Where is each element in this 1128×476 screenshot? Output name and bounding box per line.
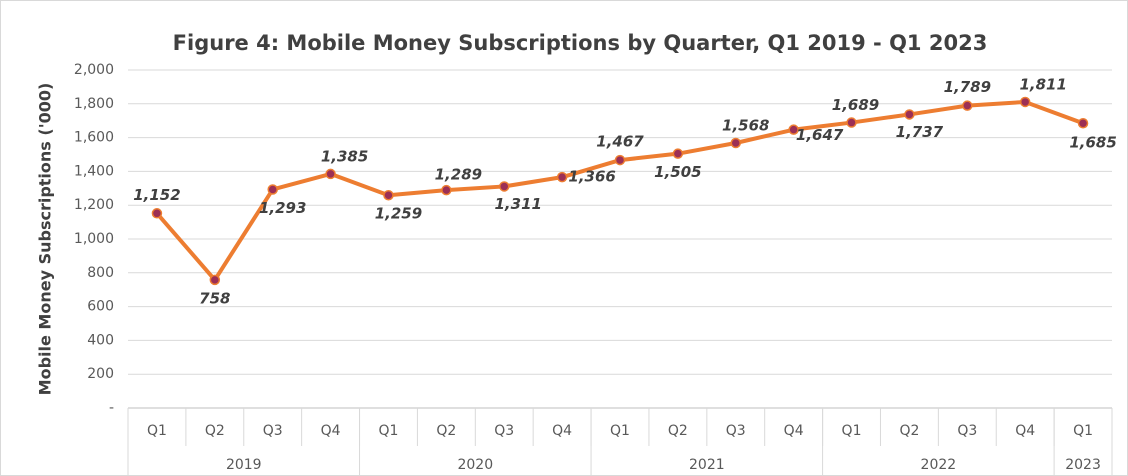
- marker: [325, 168, 336, 180]
- data-label: 1,467: [596, 133, 644, 151]
- x-tick-label: Q4: [321, 423, 341, 439]
- x-tick-label: Q1: [610, 423, 630, 439]
- marker: [556, 171, 568, 183]
- marker: [614, 154, 626, 166]
- x-tick-label: Q3: [263, 423, 283, 439]
- y-tick-label: 2,000: [74, 62, 114, 78]
- y-tick-label: 600: [87, 299, 114, 315]
- marker: [151, 208, 163, 219]
- y-tick-label: 1,000: [74, 231, 114, 247]
- x-tick-label: Q2: [436, 423, 456, 439]
- x-tick-label: Q1: [379, 423, 399, 439]
- marker: [846, 117, 857, 128]
- data-label: 1,568: [722, 117, 769, 135]
- data-label: 1,293: [259, 199, 306, 217]
- data-label: 1,689: [832, 96, 879, 114]
- x-tick-label: Q4: [784, 423, 804, 439]
- marker: [267, 184, 278, 195]
- chart-title: Figure 4: Mobile Money Subscriptions by …: [173, 31, 988, 55]
- group-label: 2020: [457, 457, 493, 473]
- marker: [441, 184, 452, 196]
- marker: [1019, 96, 1031, 108]
- group-label: 2021: [689, 457, 725, 473]
- data-label: 1,685: [1069, 134, 1116, 152]
- y-tick-label: 400: [87, 332, 114, 348]
- marker: [672, 148, 684, 159]
- x-tick-label: Q3: [726, 423, 746, 439]
- group-label: 2019: [226, 457, 262, 473]
- marker: [498, 181, 510, 192]
- y-tick-label: 1,200: [74, 197, 114, 213]
- data-label: 1,789: [944, 78, 991, 96]
- data-label: 1,259: [375, 205, 422, 223]
- marker: [962, 100, 973, 111]
- data-label: 1,385: [321, 147, 368, 165]
- data-label: 1,737: [896, 123, 944, 141]
- marker: [209, 274, 221, 286]
- marker: [904, 109, 915, 120]
- x-tick-label: Q1: [1073, 423, 1093, 439]
- x-tick-label: Q1: [842, 423, 862, 439]
- marker: [730, 137, 742, 149]
- x-tick-label: Q2: [899, 423, 919, 439]
- y-tick-label: 200: [87, 366, 114, 382]
- data-label: 1,311: [495, 195, 542, 213]
- group-label: 2023: [1065, 457, 1101, 473]
- marker: [1077, 117, 1089, 129]
- x-tick-label: Q3: [957, 423, 977, 439]
- y-tick-label: 1,800: [74, 96, 114, 112]
- data-label: 1,647: [796, 126, 844, 144]
- x-tick-label: Q2: [668, 423, 688, 439]
- x-tick-label: Q1: [147, 423, 167, 439]
- data-label: 1,366: [568, 168, 615, 186]
- data-label: 1,152: [133, 186, 180, 204]
- group-label: 2022: [921, 457, 957, 473]
- y-tick-label: -: [109, 400, 114, 416]
- y-axis-label: Mobile Money Subscriptions ('000): [36, 83, 55, 396]
- data-label: 1,811: [1019, 75, 1066, 93]
- data-label: 1,505: [654, 163, 701, 181]
- marker: [788, 124, 799, 135]
- y-tick-label: 1,600: [74, 130, 114, 146]
- x-tick-label: Q2: [205, 423, 225, 439]
- x-tick-label: Q3: [494, 423, 514, 439]
- data-label: 1,289: [435, 166, 482, 184]
- x-tick-label: Q4: [552, 423, 572, 439]
- y-tick-label: 800: [87, 265, 114, 281]
- marker: [383, 189, 394, 201]
- x-tick-label: Q4: [1015, 423, 1035, 439]
- y-tick-label: 1,400: [74, 163, 114, 179]
- data-label: 758: [199, 289, 230, 307]
